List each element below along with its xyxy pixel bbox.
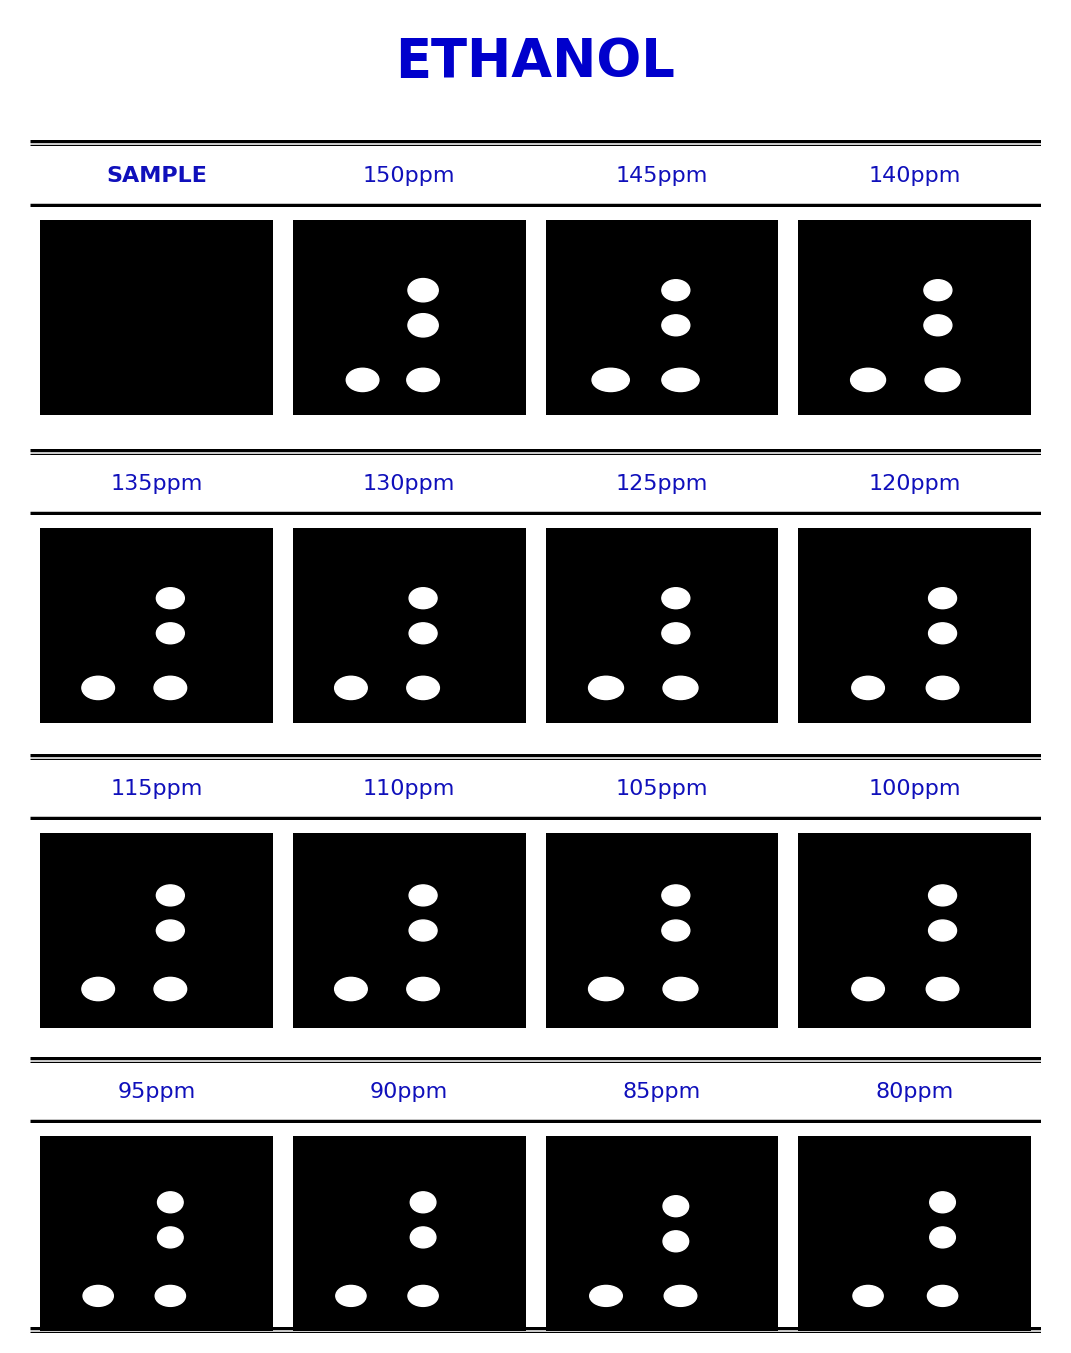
- Text: 80ppm: 80ppm: [875, 1082, 954, 1101]
- Ellipse shape: [409, 885, 437, 907]
- Text: 105ppm: 105ppm: [616, 779, 708, 800]
- Ellipse shape: [409, 920, 437, 940]
- Ellipse shape: [589, 977, 623, 1001]
- Text: 145ppm: 145ppm: [616, 166, 708, 185]
- Ellipse shape: [663, 1196, 689, 1216]
- Ellipse shape: [410, 1192, 436, 1212]
- Ellipse shape: [925, 368, 960, 391]
- Ellipse shape: [408, 314, 438, 337]
- Ellipse shape: [81, 977, 115, 1001]
- Text: SAMPLE: SAMPLE: [106, 166, 207, 185]
- Ellipse shape: [409, 587, 437, 609]
- Ellipse shape: [407, 676, 439, 700]
- Ellipse shape: [592, 368, 630, 391]
- Ellipse shape: [154, 676, 186, 700]
- Ellipse shape: [662, 885, 690, 907]
- Text: ETHANOL: ETHANOL: [395, 37, 676, 88]
- Ellipse shape: [850, 368, 886, 391]
- Text: 85ppm: 85ppm: [622, 1082, 702, 1101]
- Ellipse shape: [81, 676, 115, 700]
- Ellipse shape: [853, 1285, 884, 1307]
- Ellipse shape: [334, 676, 367, 700]
- Ellipse shape: [930, 1192, 955, 1212]
- Ellipse shape: [927, 1285, 957, 1307]
- Text: 140ppm: 140ppm: [869, 166, 961, 185]
- Ellipse shape: [407, 977, 439, 1001]
- Ellipse shape: [155, 1285, 185, 1307]
- Text: 100ppm: 100ppm: [869, 779, 961, 800]
- Ellipse shape: [156, 920, 184, 940]
- Ellipse shape: [930, 1227, 955, 1247]
- Ellipse shape: [924, 315, 952, 336]
- Ellipse shape: [590, 1285, 622, 1307]
- Text: 95ppm: 95ppm: [117, 1082, 196, 1101]
- Ellipse shape: [662, 280, 690, 300]
- Ellipse shape: [926, 977, 959, 1001]
- Text: 130ppm: 130ppm: [363, 474, 455, 494]
- Text: 125ppm: 125ppm: [616, 474, 708, 494]
- Ellipse shape: [662, 368, 699, 391]
- Ellipse shape: [662, 315, 690, 336]
- Ellipse shape: [346, 368, 379, 391]
- Text: 120ppm: 120ppm: [869, 474, 961, 494]
- Text: 115ppm: 115ppm: [110, 779, 202, 800]
- Ellipse shape: [407, 368, 439, 391]
- Ellipse shape: [156, 587, 184, 609]
- Ellipse shape: [589, 676, 623, 700]
- Ellipse shape: [84, 1285, 114, 1307]
- Ellipse shape: [662, 622, 690, 644]
- Text: 90ppm: 90ppm: [369, 1082, 449, 1101]
- Text: 150ppm: 150ppm: [363, 166, 455, 185]
- Ellipse shape: [336, 1285, 366, 1307]
- Ellipse shape: [410, 1227, 436, 1247]
- Ellipse shape: [334, 977, 367, 1001]
- Ellipse shape: [408, 1285, 438, 1307]
- Ellipse shape: [409, 622, 437, 644]
- Ellipse shape: [156, 622, 184, 644]
- Ellipse shape: [924, 280, 952, 300]
- Ellipse shape: [851, 977, 885, 1001]
- Ellipse shape: [408, 279, 438, 302]
- Ellipse shape: [926, 676, 959, 700]
- Ellipse shape: [929, 885, 956, 907]
- Text: 135ppm: 135ppm: [110, 474, 202, 494]
- Ellipse shape: [663, 1231, 689, 1252]
- Ellipse shape: [154, 977, 186, 1001]
- Ellipse shape: [662, 587, 690, 609]
- Ellipse shape: [663, 977, 698, 1001]
- Ellipse shape: [157, 1192, 183, 1212]
- Ellipse shape: [663, 676, 698, 700]
- Ellipse shape: [929, 920, 956, 940]
- Text: 110ppm: 110ppm: [363, 779, 455, 800]
- Ellipse shape: [929, 622, 956, 644]
- Ellipse shape: [157, 1227, 183, 1247]
- Ellipse shape: [664, 1285, 697, 1307]
- Ellipse shape: [851, 676, 885, 700]
- Ellipse shape: [929, 587, 956, 609]
- Ellipse shape: [662, 920, 690, 940]
- Ellipse shape: [156, 885, 184, 907]
